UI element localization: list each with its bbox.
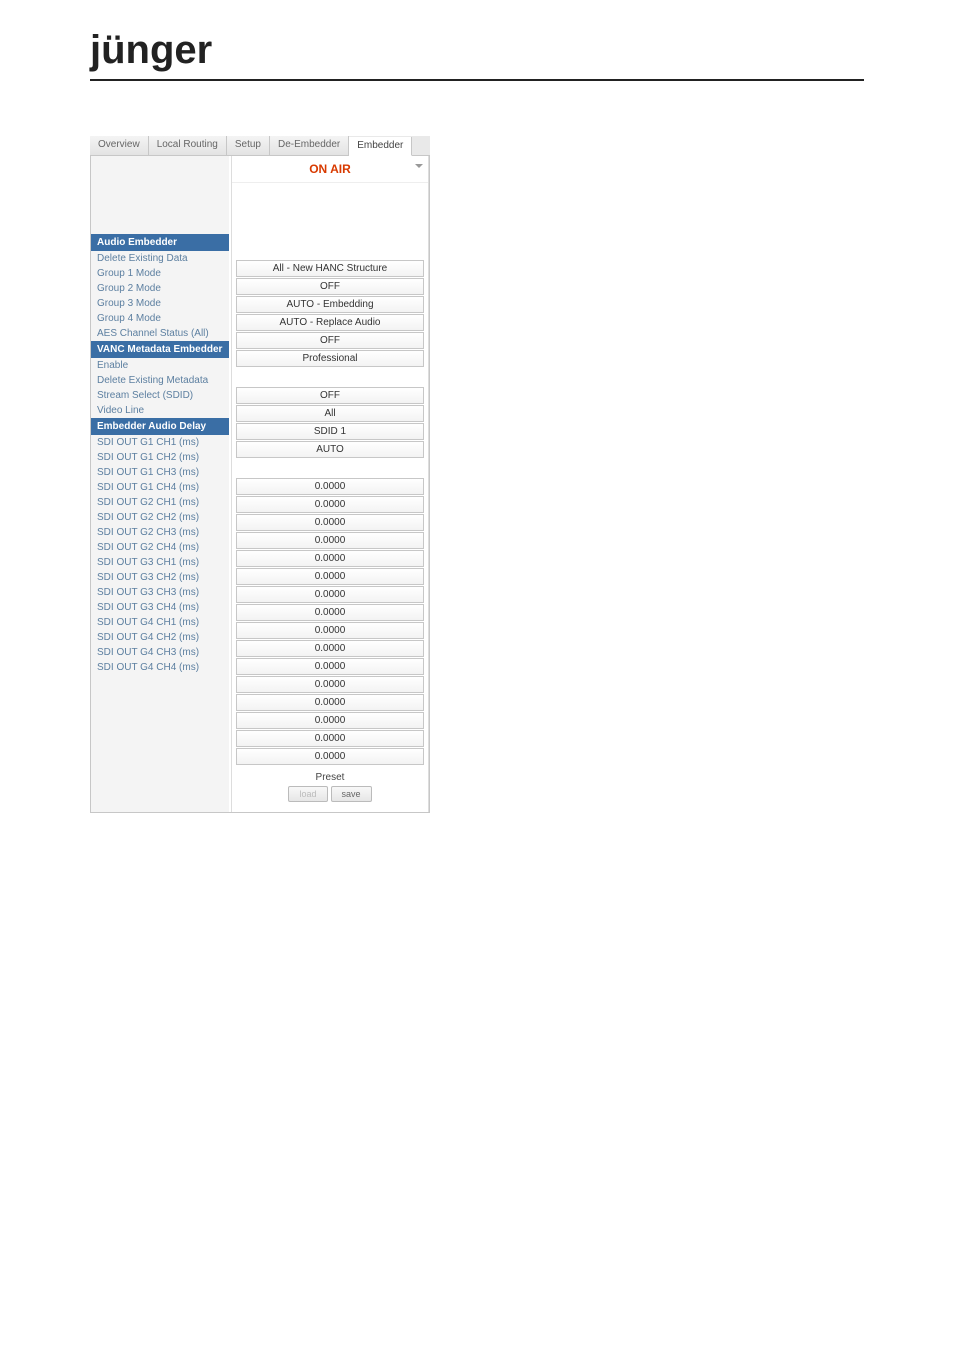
field-enable[interactable]: OFF [236, 387, 424, 404]
tab-setup[interactable]: Setup [227, 136, 270, 155]
label-delay-g2ch3: SDI OUT G2 CH3 (ms) [91, 525, 231, 540]
label-stream-select: Stream Select (SDID) [91, 388, 231, 403]
field-delay-g1ch1[interactable]: 0.0000 [236, 478, 424, 495]
tab-overview[interactable]: Overview [90, 136, 149, 155]
section-audio-embedder: Audio Embedder [91, 234, 229, 251]
label-delay-g1ch2: SDI OUT G1 CH2 (ms) [91, 450, 231, 465]
field-delay-g3ch3[interactable]: 0.0000 [236, 658, 424, 675]
field-delay-g3ch4[interactable]: 0.0000 [236, 676, 424, 693]
field-delay-g4ch2[interactable]: 0.0000 [236, 712, 424, 729]
field-delay-g4ch1[interactable]: 0.0000 [236, 694, 424, 711]
label-delay-g1ch3: SDI OUT G1 CH3 (ms) [91, 465, 231, 480]
tab-embedder[interactable]: Embedder [349, 137, 412, 156]
field-delay-g1ch3[interactable]: 0.0000 [236, 514, 424, 531]
section-audio-delay: Embedder Audio Delay [91, 418, 229, 435]
label-delay-g1ch1: SDI OUT G1 CH1 (ms) [91, 435, 231, 450]
field-delay-g2ch2[interactable]: 0.0000 [236, 568, 424, 585]
label-delay-g2ch4: SDI OUT G2 CH4 (ms) [91, 540, 231, 555]
field-delay-g4ch3[interactable]: 0.0000 [236, 730, 424, 747]
logo-area: jünger [90, 28, 864, 81]
field-delay-g3ch1[interactable]: 0.0000 [236, 622, 424, 639]
logo-underline [90, 79, 864, 81]
field-group1-mode[interactable]: OFF [236, 278, 424, 295]
preset-load-button[interactable]: load [288, 786, 327, 802]
tab-local-routing[interactable]: Local Routing [149, 136, 227, 155]
label-group1-mode: Group 1 Mode [91, 266, 231, 281]
field-stream-select[interactable]: SDID 1 [236, 423, 424, 440]
label-group2-mode: Group 2 Mode [91, 281, 231, 296]
label-delay-g4ch3: SDI OUT G4 CH3 (ms) [91, 645, 231, 660]
field-delay-g2ch4[interactable]: 0.0000 [236, 604, 424, 621]
field-delete-existing-data[interactable]: All - New HANC Structure [236, 260, 424, 277]
field-delay-g1ch4[interactable]: 0.0000 [236, 532, 424, 549]
field-group4-mode[interactable]: OFF [236, 332, 424, 349]
tab-bar: Overview Local Routing Setup De-Embedder… [90, 136, 430, 156]
label-delay-g3ch2: SDI OUT G3 CH2 (ms) [91, 570, 231, 585]
field-video-line[interactable]: AUTO [236, 441, 424, 458]
label-delay-g4ch1: SDI OUT G4 CH1 (ms) [91, 615, 231, 630]
label-delay-g3ch4: SDI OUT G3 CH4 (ms) [91, 600, 231, 615]
field-delay-g2ch3[interactable]: 0.0000 [236, 586, 424, 603]
field-delete-existing-metadata[interactable]: All [236, 405, 424, 422]
field-group2-mode[interactable]: AUTO - Embedding [236, 296, 424, 313]
embedder-panel: Overview Local Routing Setup De-Embedder… [90, 136, 430, 813]
label-group3-mode: Group 3 Mode [91, 296, 231, 311]
field-group3-mode[interactable]: AUTO - Replace Audio [236, 314, 424, 331]
section-vanc-metadata: VANC Metadata Embedder [91, 341, 229, 358]
field-delay-g3ch2[interactable]: 0.0000 [236, 640, 424, 657]
preset-save-button[interactable]: save [331, 786, 372, 802]
field-aes-channel-status[interactable]: Professional [236, 350, 424, 367]
label-group4-mode: Group 4 Mode [91, 311, 231, 326]
brand-logo: jünger [90, 28, 864, 73]
label-delay-g4ch4: SDI OUT G4 CH4 (ms) [91, 660, 231, 675]
label-enable: Enable [91, 358, 231, 373]
label-delay-g4ch2: SDI OUT G4 CH2 (ms) [91, 630, 231, 645]
field-delay-g4ch4[interactable]: 0.0000 [236, 748, 424, 765]
label-delete-existing-metadata: Delete Existing Metadata [91, 373, 231, 388]
value-column: ON AIR All - New HANC Structure OFF AUTO… [231, 156, 429, 812]
label-aes-channel-status: AES Channel Status (All) [91, 326, 231, 341]
label-delay-g2ch1: SDI OUT G2 CH1 (ms) [91, 495, 231, 510]
preset-label: Preset [232, 766, 428, 783]
preset-buttons: load save [232, 783, 428, 806]
tab-de-embedder[interactable]: De-Embedder [270, 136, 349, 155]
label-delay-g3ch3: SDI OUT G3 CH3 (ms) [91, 585, 231, 600]
label-delete-existing-data: Delete Existing Data [91, 251, 231, 266]
label-delay-g2ch2: SDI OUT G2 CH2 (ms) [91, 510, 231, 525]
field-delay-g1ch2[interactable]: 0.0000 [236, 496, 424, 513]
label-video-line: Video Line [91, 403, 231, 418]
label-delay-g3ch1: SDI OUT G3 CH1 (ms) [91, 555, 231, 570]
on-air-status[interactable]: ON AIR [232, 156, 428, 183]
field-delay-g2ch1[interactable]: 0.0000 [236, 550, 424, 567]
label-delay-g1ch4: SDI OUT G1 CH4 (ms) [91, 480, 231, 495]
label-column: Audio Embedder Delete Existing Data Grou… [91, 156, 231, 812]
